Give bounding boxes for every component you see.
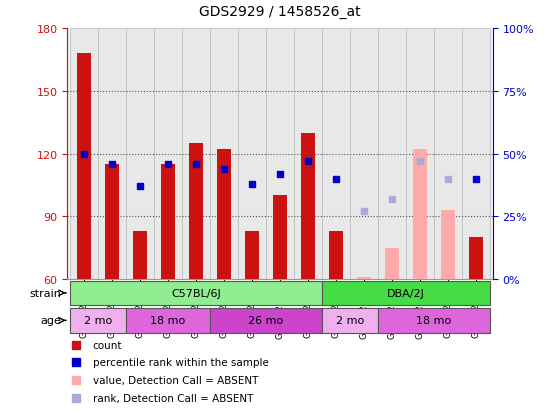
Bar: [189, 144, 203, 280]
Bar: [406, 29, 434, 280]
Bar: [182, 29, 210, 280]
Bar: [385, 248, 399, 280]
Bar: [301, 133, 315, 280]
Text: percentile rank within the sample: percentile rank within the sample: [93, 358, 269, 368]
Text: 2 mo: 2 mo: [84, 316, 112, 325]
FancyBboxPatch shape: [70, 281, 322, 306]
FancyBboxPatch shape: [322, 308, 378, 333]
Bar: [413, 150, 427, 280]
Bar: [154, 29, 182, 280]
Text: 18 mo: 18 mo: [417, 316, 451, 325]
Bar: [245, 231, 259, 280]
Text: strain: strain: [30, 288, 62, 298]
Bar: [322, 29, 350, 280]
Text: rank, Detection Call = ABSENT: rank, Detection Call = ABSENT: [93, 393, 253, 403]
Bar: [133, 231, 147, 280]
Text: value, Detection Call = ABSENT: value, Detection Call = ABSENT: [93, 375, 258, 385]
Bar: [357, 278, 371, 280]
Text: 26 mo: 26 mo: [249, 316, 283, 325]
Text: GDS2929 / 1458526_at: GDS2929 / 1458526_at: [199, 5, 361, 19]
Bar: [98, 29, 126, 280]
Text: 2 mo: 2 mo: [336, 316, 364, 325]
Bar: [217, 150, 231, 280]
Bar: [378, 29, 406, 280]
Bar: [350, 29, 378, 280]
Bar: [469, 238, 483, 280]
Bar: [238, 29, 266, 280]
Bar: [462, 29, 490, 280]
Bar: [273, 196, 287, 280]
Bar: [266, 29, 294, 280]
Bar: [70, 29, 98, 280]
Bar: [126, 29, 154, 280]
FancyBboxPatch shape: [126, 308, 210, 333]
Text: C57BL/6J: C57BL/6J: [171, 288, 221, 298]
FancyBboxPatch shape: [70, 308, 126, 333]
Text: count: count: [93, 340, 122, 350]
FancyBboxPatch shape: [210, 308, 322, 333]
Bar: [77, 54, 91, 280]
Bar: [441, 211, 455, 280]
Text: 18 mo: 18 mo: [151, 316, 185, 325]
Bar: [329, 231, 343, 280]
Text: age: age: [41, 316, 62, 325]
FancyBboxPatch shape: [378, 308, 490, 333]
Bar: [294, 29, 322, 280]
Text: DBA/2J: DBA/2J: [387, 288, 425, 298]
FancyBboxPatch shape: [322, 281, 490, 306]
Bar: [210, 29, 238, 280]
Bar: [434, 29, 462, 280]
Bar: [105, 165, 119, 280]
Bar: [161, 165, 175, 280]
